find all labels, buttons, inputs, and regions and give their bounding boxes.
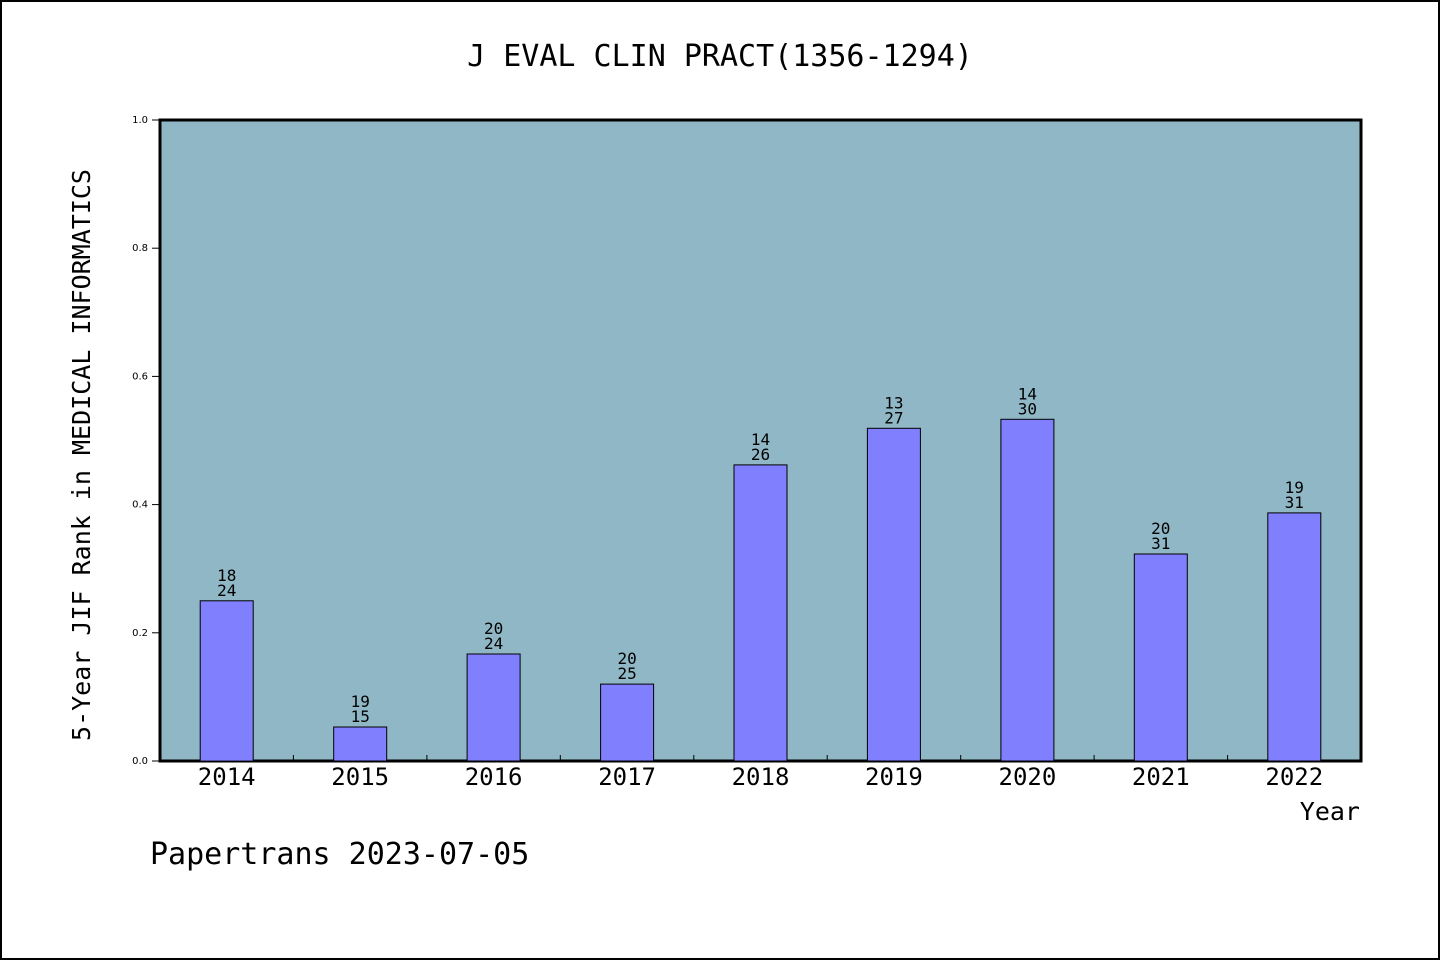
- y-axis: 0.0 0.2 0.4 0.6 0.8 1.0: [132, 115, 160, 767]
- bar-rank-label: 20: [617, 649, 636, 668]
- bar-total-label: 24: [484, 634, 503, 653]
- y-tick-label: 0.2: [132, 628, 148, 639]
- bar-2015: [333, 726, 388, 762]
- bar-2016: [466, 653, 521, 762]
- x-tick-label: 2022: [1265, 763, 1323, 791]
- bar-2020: [1000, 418, 1055, 762]
- x-tick-label: 2019: [865, 763, 923, 791]
- bar-rank-label: 20: [1151, 519, 1170, 538]
- x-tick-label: 2015: [331, 763, 389, 791]
- bar-2017: [600, 683, 655, 762]
- bar-total-label: 24: [217, 581, 236, 600]
- x-tick-label: 2018: [732, 763, 790, 791]
- bar-rank-label: 20: [484, 619, 503, 638]
- bar-total-label: 30: [1018, 399, 1037, 418]
- chart-title: J EVAL CLIN PRACT(1356-1294): [467, 39, 973, 74]
- x-axis: 2014 2015 2016 2017 2018 2019 2020 2021 2022: [198, 755, 1323, 791]
- x-tick-label: 2021: [1132, 763, 1190, 791]
- x-tick-label: 2014: [198, 763, 256, 791]
- x-tick-label: 2016: [465, 763, 523, 791]
- bar-2019: [866, 427, 921, 762]
- bar-total-label: 31: [1151, 534, 1170, 553]
- y-tick-label: 1.0: [132, 115, 148, 126]
- x-tick-label: 2017: [598, 763, 656, 791]
- bar-total-label: 26: [751, 445, 770, 464]
- bar-total-label: 31: [1285, 493, 1304, 512]
- y-tick-label: 0.0: [132, 756, 148, 767]
- bar-total-label: 15: [351, 707, 370, 726]
- bar-total-label: 27: [884, 408, 903, 427]
- bar-2014: [199, 600, 254, 762]
- bar-rank-label: 13: [884, 393, 903, 412]
- bar-rank-label: 18: [217, 566, 236, 585]
- x-tick-label: 2020: [999, 763, 1057, 791]
- y-axis-title: 5-Year JIF Rank in MEDICAL INFORMATICS: [67, 169, 96, 741]
- bar-2021: [1133, 553, 1188, 762]
- bar-rank-label: 19: [1285, 478, 1304, 497]
- y-tick-label: 0.8: [132, 243, 148, 254]
- bar-rank-label: 14: [751, 430, 770, 449]
- bar-2022: [1267, 512, 1322, 762]
- y-tick-label: 0.6: [132, 371, 148, 382]
- bar-2018: [733, 464, 788, 762]
- footer-text: Papertrans 2023-07-05: [150, 837, 529, 872]
- y-tick-label: 0.4: [132, 500, 148, 511]
- bar-rank-label: 19: [351, 692, 370, 711]
- bar-total-label: 25: [617, 664, 636, 683]
- bar-rank-label: 14: [1018, 384, 1037, 403]
- x-axis-title: Year: [1300, 797, 1360, 826]
